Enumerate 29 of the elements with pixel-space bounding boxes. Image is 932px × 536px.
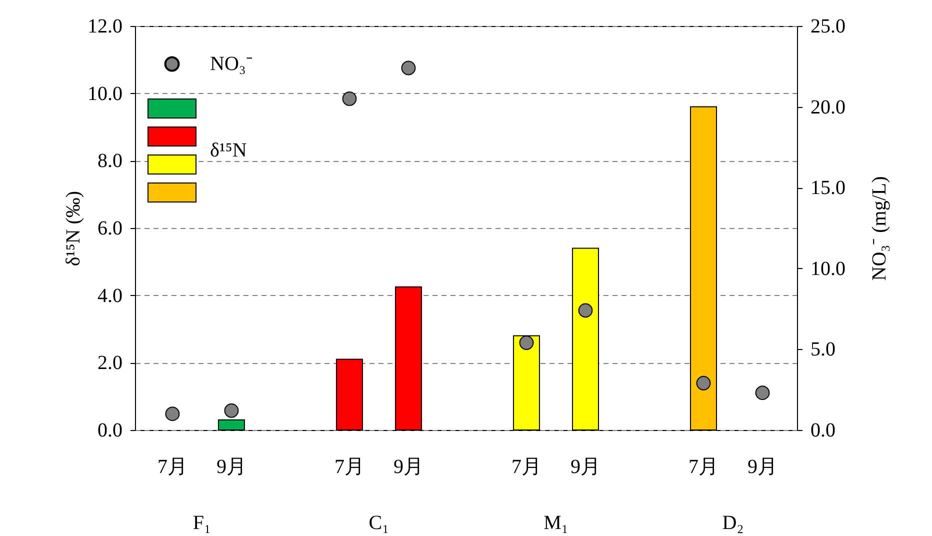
text: F₁ — [192, 512, 212, 534]
x-tick-label: 7月 — [334, 456, 364, 478]
x-tick-label: 9月 — [570, 456, 600, 478]
y2-tick-label: 5.0 — [810, 338, 836, 361]
legend-label: NO₃⁻ — [210, 53, 253, 75]
legend-label: δ¹⁵N — [210, 140, 247, 162]
y-tick-label: 6.0 — [98, 218, 122, 240]
y-tick-label: 0.0 — [98, 420, 122, 442]
y-tick-label: 10.0 — [88, 82, 122, 105]
y-tick-label: 4.0 — [98, 284, 122, 307]
y2-tick-label: 20.0 — [810, 96, 846, 118]
y2-tick-label: 0.0 — [810, 420, 836, 442]
y2-tick-label: 10.0 — [810, 258, 846, 280]
x-tick-label: 9月 — [748, 456, 778, 478]
text: D₂ — [722, 512, 744, 534]
y2-tick-label: 15.0 — [810, 177, 846, 200]
y-tick-label: 12.0 — [88, 16, 122, 38]
y-axis-title: δ¹⁵N (‰) — [62, 190, 84, 266]
y-tick-label: 2.0 — [98, 352, 122, 374]
x-tick-label: 9月 — [393, 456, 424, 478]
x-tick-label: 7月 — [157, 456, 188, 478]
x-tick-label: 9月 — [216, 456, 246, 478]
x-tick-label: 7月 — [688, 456, 718, 478]
y2-axis-title: NO₃⁻ (mg/L) — [868, 176, 890, 281]
y-tick-label: 8.0 — [98, 150, 122, 172]
text: M₁ — [544, 512, 568, 534]
text: C₁ — [368, 512, 390, 534]
x-tick-label: 7月 — [511, 456, 542, 478]
y2-tick-label: 25.0 — [810, 16, 846, 38]
